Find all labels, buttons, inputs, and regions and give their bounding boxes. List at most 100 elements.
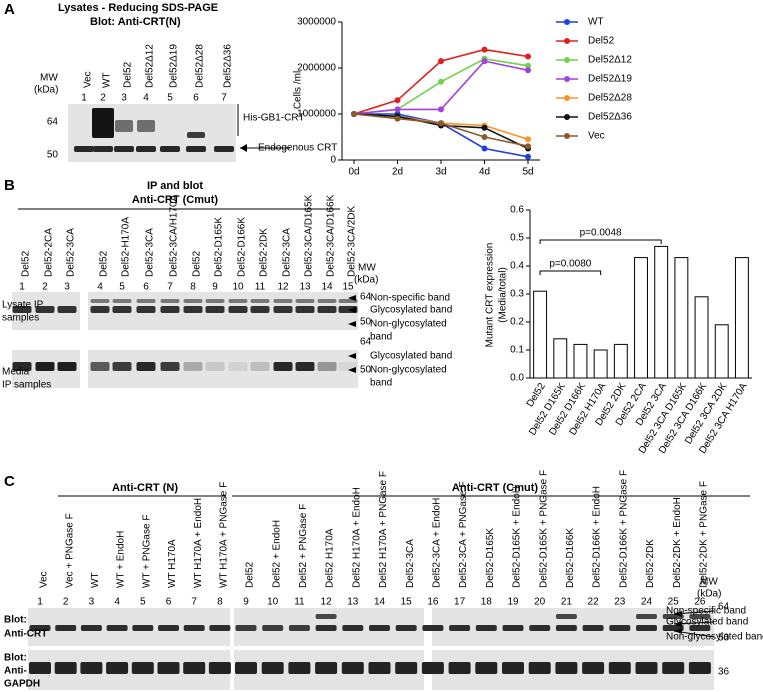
lane-number: 11 bbox=[294, 597, 305, 608]
x-tick-label: 4d bbox=[479, 167, 490, 178]
y-tick-label: 0.1 bbox=[510, 345, 524, 356]
point bbox=[394, 106, 401, 113]
lane-label: Del52-D165K bbox=[485, 528, 496, 588]
y-tick-label: 0.4 bbox=[510, 261, 524, 272]
mw-marker: 64 bbox=[360, 337, 372, 348]
lane-number: 13 bbox=[299, 282, 311, 293]
lane-number: 5 bbox=[167, 93, 173, 104]
band bbox=[317, 306, 337, 313]
mw-label: MW bbox=[40, 73, 58, 84]
band bbox=[288, 662, 311, 674]
bar bbox=[593, 349, 608, 379]
band bbox=[341, 662, 364, 674]
band bbox=[555, 662, 578, 674]
band bbox=[29, 625, 51, 631]
band bbox=[35, 362, 55, 371]
mw-marker: 50 bbox=[360, 317, 372, 328]
panel-label: B bbox=[4, 177, 15, 194]
legend-label: Del52Δ19 bbox=[588, 74, 632, 85]
band bbox=[90, 306, 110, 313]
lane-label: Vec bbox=[39, 571, 50, 588]
lane-number: 2 bbox=[100, 93, 106, 104]
row-label: Blot: bbox=[4, 615, 27, 626]
annotation: Glycosylated band bbox=[370, 351, 452, 362]
blot-subtitle: Blot: Anti-CRT(N) bbox=[90, 16, 181, 28]
band bbox=[421, 662, 444, 674]
lane-label: Del52-D165K + EndoH bbox=[512, 486, 523, 588]
band bbox=[528, 662, 551, 674]
panel-label: A bbox=[4, 1, 15, 18]
lane-label: Vec bbox=[83, 71, 94, 88]
legend-label: Vec bbox=[588, 131, 605, 142]
lane-label: Del52 H170A + PNGase F bbox=[378, 471, 389, 588]
point bbox=[438, 106, 444, 113]
lane-label: Del52-2DK + PNGase F bbox=[699, 481, 710, 588]
annotation: Glycosylated band bbox=[370, 305, 452, 316]
legend-marker bbox=[564, 76, 570, 82]
lane-label: Del52-2DK + EndoH bbox=[672, 497, 683, 588]
legend-marker bbox=[564, 19, 570, 25]
lane-number: 10 bbox=[267, 597, 279, 608]
annotation: band bbox=[370, 332, 392, 343]
mw-marker: 64 bbox=[360, 292, 372, 303]
bar bbox=[694, 296, 709, 379]
lane-number: 5 bbox=[140, 597, 146, 608]
lane-number: 3 bbox=[89, 597, 95, 608]
band bbox=[555, 614, 577, 619]
band bbox=[338, 299, 358, 303]
band bbox=[187, 132, 205, 138]
band bbox=[315, 662, 338, 674]
mw-marker: 50 bbox=[718, 633, 730, 644]
lane-number: 12 bbox=[321, 597, 333, 608]
band bbox=[90, 299, 110, 303]
band bbox=[288, 625, 310, 631]
point bbox=[394, 97, 401, 104]
lane-label: WT + EndoH bbox=[116, 531, 127, 588]
legend-label: Del52Δ28 bbox=[588, 93, 632, 104]
y-tick-label: 0.6 bbox=[510, 205, 524, 216]
lane-number: 5 bbox=[119, 282, 125, 293]
band bbox=[582, 662, 605, 674]
band bbox=[80, 625, 102, 631]
lane-label: Del52-2CA bbox=[44, 228, 55, 277]
lane-label: Del52Δ12 bbox=[145, 44, 156, 88]
mw-label: (kDa) bbox=[354, 275, 378, 286]
point bbox=[481, 134, 488, 140]
bar bbox=[533, 290, 548, 379]
bar bbox=[674, 257, 689, 379]
arrow-head bbox=[348, 295, 356, 301]
lane-number: 4 bbox=[143, 93, 149, 104]
lane-label: WT H170A bbox=[167, 539, 178, 588]
lane-label: Del52-D165K bbox=[214, 217, 225, 277]
lane-label: Del52-3CA + EndoH bbox=[432, 498, 443, 588]
lane-number: 24 bbox=[641, 597, 653, 608]
band bbox=[12, 362, 32, 371]
lane-number: 15 bbox=[342, 282, 354, 293]
lane-number: 23 bbox=[614, 597, 626, 608]
y-tick-label: 0.2 bbox=[510, 317, 524, 328]
row-label: Media bbox=[2, 367, 30, 378]
lane-number: 15 bbox=[401, 597, 413, 608]
band bbox=[317, 299, 337, 303]
band bbox=[228, 306, 248, 313]
lane-number: 9 bbox=[243, 597, 249, 608]
band bbox=[74, 146, 94, 152]
lane-label: Del52-D166K bbox=[237, 217, 248, 277]
band bbox=[92, 108, 114, 138]
band bbox=[502, 625, 524, 631]
lane-number: 2 bbox=[42, 282, 48, 293]
lane-label: WT bbox=[102, 72, 113, 88]
mw-marker: 64 bbox=[47, 117, 59, 128]
x-tick-label: 5d bbox=[522, 167, 533, 178]
lane-number: 6 bbox=[143, 282, 149, 293]
band bbox=[106, 625, 128, 631]
blot-header: Anti-CRT (Cmut) bbox=[452, 482, 538, 494]
band bbox=[250, 306, 270, 313]
annotation: His-GB1-CRT bbox=[243, 113, 304, 124]
band bbox=[132, 625, 154, 631]
bar bbox=[613, 343, 628, 379]
y-axis-label: Cells /ml bbox=[293, 71, 304, 109]
p-value: p=0.0048 bbox=[580, 228, 622, 239]
band bbox=[582, 625, 604, 631]
band bbox=[295, 299, 315, 303]
